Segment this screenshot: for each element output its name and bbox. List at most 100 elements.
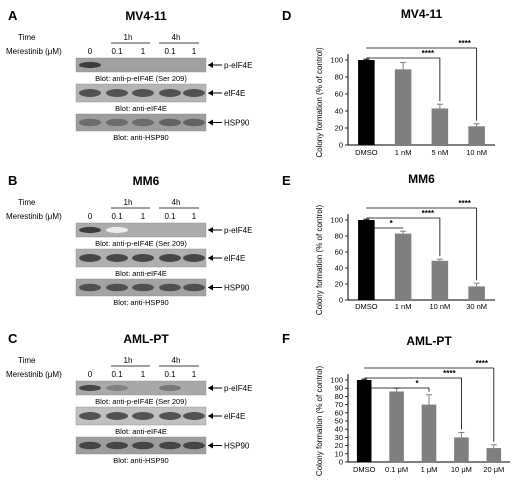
bar — [394, 69, 412, 145]
bar — [356, 380, 372, 462]
blot-target-label: p-eIF4E — [224, 384, 252, 393]
x-tick-label: 10 nM — [429, 302, 450, 311]
panel-label: A — [8, 8, 18, 23]
y-tick-label: 40 — [335, 264, 343, 273]
band — [132, 89, 154, 97]
bar — [431, 108, 449, 145]
y-tick-label: 0 — [339, 141, 343, 150]
significance-label: **** — [422, 209, 435, 218]
blot-target-label: p-eIF4E — [224, 61, 252, 70]
dose-label: 1 — [192, 47, 197, 56]
y-axis-label: Colony formation (% of control) — [315, 366, 324, 477]
blot-membrane — [75, 222, 207, 238]
band — [132, 254, 154, 262]
chart-title: MV4-11 — [401, 7, 443, 21]
band — [183, 118, 205, 127]
panel-label: B — [8, 173, 17, 188]
time-point-label: 1h — [124, 33, 133, 42]
dose-label: 1 — [141, 370, 146, 379]
time-label: Time — [18, 356, 36, 365]
band — [106, 283, 128, 292]
panel-label: F — [282, 331, 290, 346]
dose-label: 0.1 — [164, 370, 176, 379]
blot-target-label: p-eIF4E — [224, 226, 252, 235]
y-tick-label: 90 — [335, 384, 343, 393]
dose-label: 0.1 — [111, 212, 123, 221]
significance-label: **** — [443, 369, 456, 378]
band — [79, 283, 101, 292]
x-tick-label: 10 μM — [451, 465, 472, 474]
band — [106, 254, 128, 262]
bar — [421, 404, 437, 462]
bar — [389, 391, 404, 462]
western-panel-c: C AML-PT Time Merestinib (μM) 1h 4h 0 0.1 1 0.1 1 p… — [6, 331, 252, 465]
y-tick-label: 50 — [335, 417, 343, 426]
panel-label: E — [282, 173, 291, 188]
significance-label: **** — [458, 39, 471, 48]
band — [159, 441, 181, 450]
blot-caption: Blot: anti-eIF4E — [115, 104, 167, 113]
y-tick-label: 70 — [335, 400, 343, 409]
band — [159, 89, 181, 97]
band — [159, 412, 181, 420]
y-tick-label: 100 — [330, 376, 343, 385]
band — [79, 384, 101, 392]
band — [183, 254, 205, 262]
band — [106, 118, 128, 127]
blot-caption: Blot: anti-eIF4E — [115, 269, 167, 278]
panel-label: C — [8, 331, 18, 346]
bar — [468, 126, 485, 145]
band — [159, 254, 181, 262]
arrow-head-icon — [208, 284, 213, 291]
y-tick-label: 0 — [339, 458, 343, 467]
band — [159, 118, 181, 127]
y-tick-label: 80 — [335, 73, 343, 82]
western-panel-a: A MV4-11 Time Merestinib (μM) 1h 4h 0 0.1 1 0.1 1 p… — [6, 8, 252, 142]
arrow-head-icon — [208, 227, 213, 233]
bar — [454, 437, 469, 462]
dose-label: 0.1 — [111, 47, 123, 56]
bar — [358, 60, 375, 145]
significance-label: * — [415, 379, 419, 388]
chart-title: AML-PT — [406, 334, 452, 348]
x-tick-label: 1 nM — [395, 148, 412, 157]
y-tick-label: 20 — [335, 124, 343, 133]
time-point-label: 1h — [124, 198, 133, 207]
band — [79, 226, 101, 234]
blot-caption: Blot: anti-eIF4E — [115, 427, 167, 436]
panel-title: AML-PT — [123, 332, 169, 346]
dose-label: 1 — [141, 47, 146, 56]
band — [183, 441, 205, 450]
time-point-label: 1h — [124, 356, 133, 365]
band — [132, 412, 154, 420]
dose-label: 1 — [192, 370, 197, 379]
band — [79, 61, 101, 69]
band — [106, 89, 128, 97]
y-tick-label: 60 — [335, 248, 343, 257]
chart-title: MM6 — [408, 172, 435, 186]
y-tick-label: 0 — [339, 296, 343, 305]
band — [183, 384, 205, 392]
x-tick-label: DMSO — [355, 302, 378, 311]
arrow-head-icon — [208, 90, 213, 96]
band — [183, 412, 205, 420]
y-tick-label: 10 — [335, 449, 343, 458]
blot-target-label: eIF4E — [224, 89, 245, 98]
x-tick-label: 0.1 μM — [385, 465, 408, 474]
blot-membrane — [75, 57, 207, 73]
band — [79, 412, 101, 420]
significance-label: * — [390, 219, 394, 228]
y-tick-label: 40 — [335, 107, 343, 116]
blot-target-label: eIF4E — [224, 254, 245, 263]
x-tick-label: 1 nM — [395, 302, 412, 311]
arrow-head-icon — [208, 255, 213, 261]
band — [132, 118, 154, 127]
western-panel-b: B MM6 Time Merestinib (μM) 1h 4h 0 0.1 1 0.1 1 p-eI… — [6, 173, 252, 307]
time-point-label: 4h — [172, 356, 181, 365]
arrow-head-icon — [208, 119, 213, 126]
blot-target-label: HSP90 — [224, 442, 250, 451]
band — [106, 441, 128, 450]
band — [159, 384, 181, 392]
